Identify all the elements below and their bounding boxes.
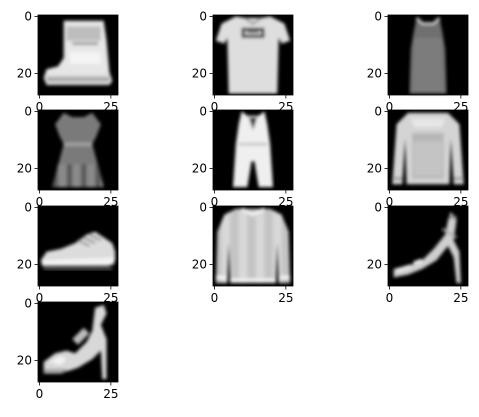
y-tick-label: 0 xyxy=(199,200,207,214)
sweater-image xyxy=(215,207,291,284)
y-tick-label: 20 xyxy=(17,258,32,272)
x-tick-label: 0 xyxy=(36,195,44,209)
y-tick-label: 0 xyxy=(24,200,32,214)
y-tick-label: 20 xyxy=(192,67,207,81)
y-tick-label: 20 xyxy=(192,258,207,272)
pullover-image xyxy=(392,112,464,185)
y-tick-label: 20 xyxy=(367,258,382,272)
romper-image xyxy=(233,111,273,188)
y-tick-label: 0 xyxy=(24,104,32,118)
axes-frame xyxy=(212,205,294,287)
axes-frame xyxy=(387,109,469,191)
x-tick-label: 0 xyxy=(211,195,219,209)
y-tick-label: 20 xyxy=(367,162,382,176)
axes-frame xyxy=(37,205,119,287)
x-tick-label: 25 xyxy=(103,291,118,305)
dress-image xyxy=(52,112,104,188)
y-tick-label: 0 xyxy=(374,104,382,118)
y-tick-label: 20 xyxy=(367,67,382,81)
axes-frame xyxy=(212,109,294,191)
x-tick-label: 0 xyxy=(386,100,394,114)
axes-frame xyxy=(37,301,119,383)
ankle-boot-image xyxy=(43,20,113,85)
y-tick-label: 0 xyxy=(24,9,32,23)
subplot-grid: 0 20 0 25 0 20 0 25 0 20 0 25 0 20 0 25 0 20 0 25 0 20 0 2… xyxy=(17,9,469,401)
x-tick-label: 25 xyxy=(453,195,468,209)
x-tick-label: 25 xyxy=(103,195,118,209)
x-tick-label: 0 xyxy=(211,100,219,114)
sandal-image xyxy=(43,304,107,380)
tank-top-image xyxy=(409,16,447,94)
y-tick-label: 0 xyxy=(24,296,32,310)
subplot-9: 0 20 0 25 xyxy=(367,200,469,305)
axes-frame xyxy=(37,109,119,191)
y-tick-label: 20 xyxy=(17,67,32,81)
y-tick-label: 20 xyxy=(17,354,32,368)
sneaker-image xyxy=(40,231,116,271)
x-tick-label: 0 xyxy=(386,291,394,305)
y-tick-label: 0 xyxy=(199,9,207,23)
y-tick-label: 0 xyxy=(199,104,207,118)
sandal-image xyxy=(393,211,461,284)
t-shirt-image xyxy=(215,16,291,94)
subplot-4: 0 20 0 25 xyxy=(17,104,119,209)
x-tick-label: 25 xyxy=(103,387,118,401)
x-tick-label: 25 xyxy=(278,195,293,209)
y-tick-label: 0 xyxy=(374,200,382,214)
subplot-8: 0 20 0 25 xyxy=(192,200,294,305)
x-tick-label: 0 xyxy=(36,100,44,114)
x-tick-label: 0 xyxy=(386,195,394,209)
axes-frame xyxy=(387,205,469,287)
axes-frame xyxy=(212,14,294,96)
y-tick-label: 20 xyxy=(17,162,32,176)
x-tick-label: 0 xyxy=(211,291,219,305)
x-tick-label: 0 xyxy=(36,291,44,305)
x-tick-label: 0 xyxy=(36,387,44,401)
axes-frame xyxy=(387,14,469,96)
y-tick-label: 20 xyxy=(192,162,207,176)
axes-frame xyxy=(37,14,119,96)
x-tick-label: 25 xyxy=(278,291,293,305)
subplot-5: 0 20 0 25 xyxy=(192,104,294,209)
x-tick-label: 25 xyxy=(453,291,468,305)
subplot-6: 0 20 0 25 xyxy=(367,104,469,209)
subplot-10: 0 20 0 25 xyxy=(17,296,119,401)
y-tick-label: 0 xyxy=(374,9,382,23)
subplot-7: 0 20 0 25 xyxy=(17,200,119,305)
